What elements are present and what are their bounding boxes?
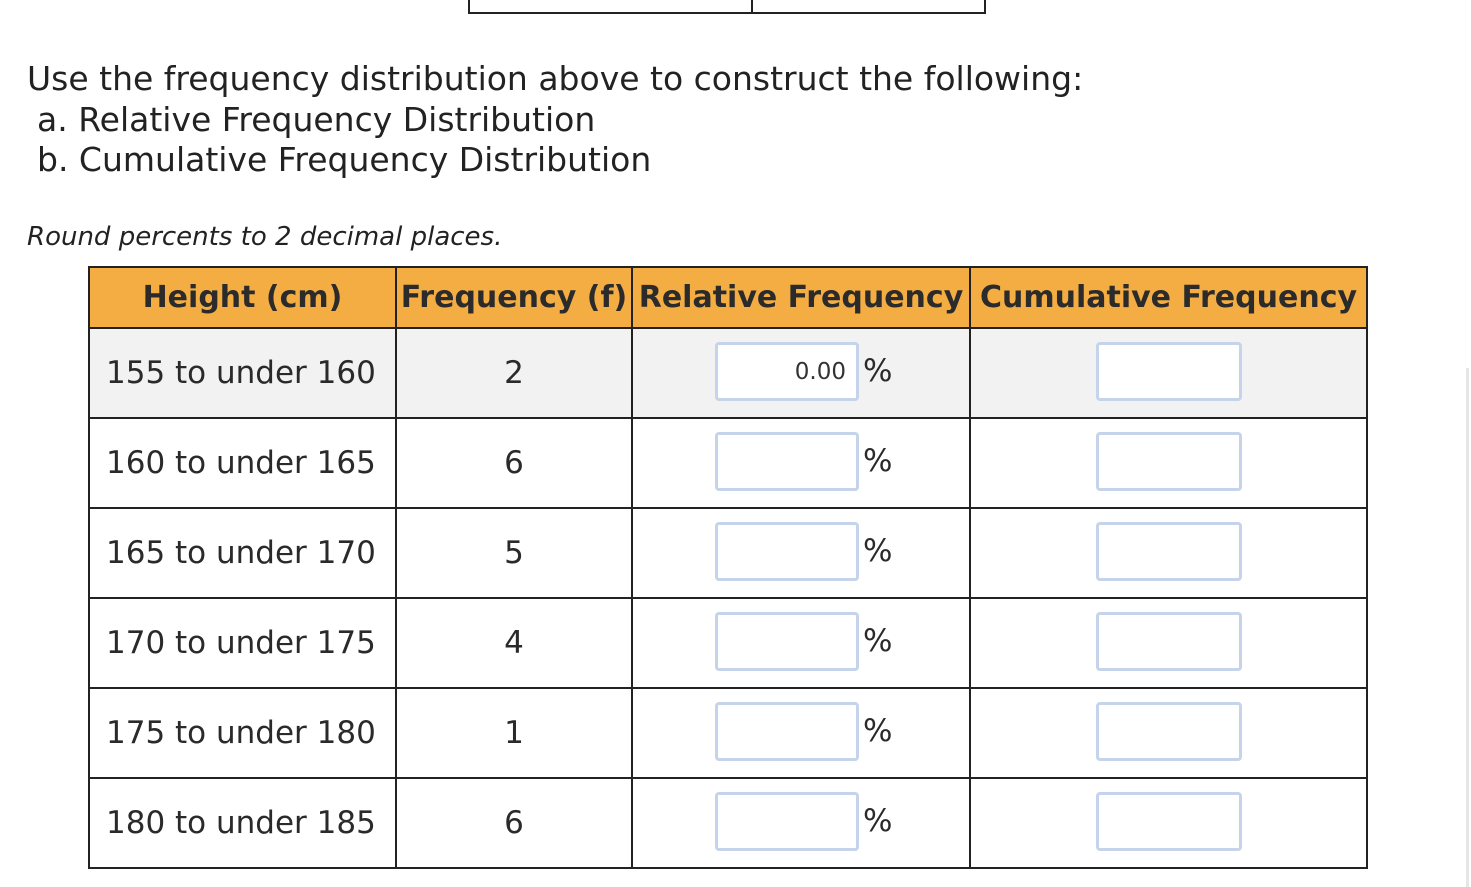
cumulative-frequency-input[interactable] bbox=[1096, 792, 1242, 851]
header-height: Height (cm) bbox=[88, 266, 397, 329]
cumulative-frequency-cell bbox=[969, 507, 1368, 599]
percent-sign: % bbox=[863, 623, 893, 659]
cumulative-frequency-cell bbox=[969, 687, 1368, 779]
cumulative-frequency-cell bbox=[969, 417, 1368, 509]
frequency-cell: 1 bbox=[395, 687, 633, 779]
table-row: 170 to under 175 4 % bbox=[88, 597, 1368, 689]
height-class-cell: 170 to under 175 bbox=[88, 597, 397, 689]
height-class-cell: 165 to under 170 bbox=[88, 507, 397, 599]
cumulative-frequency-cell bbox=[969, 777, 1368, 869]
table-row: 180 to under 185 6 % bbox=[88, 777, 1368, 869]
instructions-item-b: b. Cumulative Frequency Distribution bbox=[37, 140, 652, 179]
cumulative-frequency-input[interactable] bbox=[1096, 342, 1242, 401]
frequency-cell: 6 bbox=[395, 417, 633, 509]
percent-sign: % bbox=[863, 533, 893, 569]
cumulative-frequency-input[interactable] bbox=[1096, 702, 1242, 761]
cumulative-frequency-input[interactable] bbox=[1096, 522, 1242, 581]
frequency-cell: 4 bbox=[395, 597, 633, 689]
relative-frequency-input[interactable] bbox=[715, 522, 859, 581]
percent-sign: % bbox=[863, 803, 893, 839]
relative-frequency-input[interactable] bbox=[715, 342, 859, 401]
relative-frequency-cell: % bbox=[631, 687, 971, 779]
header-frequency: Frequency (f) bbox=[395, 266, 633, 329]
previous-table-remnant bbox=[468, 0, 986, 14]
height-class-cell: 160 to under 165 bbox=[88, 417, 397, 509]
relative-frequency-input[interactable] bbox=[715, 612, 859, 671]
table-row: 160 to under 165 6 % bbox=[88, 417, 1368, 509]
height-class-cell: 175 to under 180 bbox=[88, 687, 397, 779]
percent-sign: % bbox=[863, 713, 893, 749]
table-row: 175 to under 180 1 % bbox=[88, 687, 1368, 779]
height-class-cell: 180 to under 185 bbox=[88, 777, 397, 869]
table-row: 165 to under 170 5 % bbox=[88, 507, 1368, 599]
relative-frequency-cell: % bbox=[631, 327, 971, 419]
relative-frequency-cell: % bbox=[631, 507, 971, 599]
relative-frequency-cell: % bbox=[631, 417, 971, 509]
instructions-intro: Use the frequency distribution above to … bbox=[27, 59, 1084, 98]
instructions-item-a: a. Relative Frequency Distribution bbox=[37, 100, 596, 139]
percent-sign: % bbox=[863, 353, 893, 389]
cumulative-frequency-cell bbox=[969, 327, 1368, 419]
rounding-note: Round percents to 2 decimal places. bbox=[27, 222, 503, 252]
cumulative-frequency-cell bbox=[969, 597, 1368, 689]
frequency-table: Height (cm) Frequency (f) Relative Frequ… bbox=[88, 266, 1368, 869]
table-header-row: Height (cm) Frequency (f) Relative Frequ… bbox=[88, 266, 1368, 329]
relative-frequency-input[interactable] bbox=[715, 432, 859, 491]
cumulative-frequency-input[interactable] bbox=[1096, 612, 1242, 671]
relative-frequency-input[interactable] bbox=[715, 792, 859, 851]
percent-sign: % bbox=[863, 443, 893, 479]
page-edge-divider bbox=[1466, 368, 1469, 887]
previous-table-divider bbox=[751, 0, 753, 12]
frequency-cell: 5 bbox=[395, 507, 633, 599]
instructions: Use the frequency distribution above to … bbox=[27, 58, 1083, 180]
frequency-cell: 2 bbox=[395, 327, 633, 419]
table-row: 155 to under 160 2 % bbox=[88, 327, 1368, 419]
cumulative-frequency-input[interactable] bbox=[1096, 432, 1242, 491]
relative-frequency-input[interactable] bbox=[715, 702, 859, 761]
relative-frequency-cell: % bbox=[631, 777, 971, 869]
header-cumulative-frequency: Cumulative Frequency bbox=[969, 266, 1368, 329]
height-class-cell: 155 to under 160 bbox=[88, 327, 397, 419]
header-relative-frequency: Relative Frequency bbox=[631, 266, 971, 329]
relative-frequency-cell: % bbox=[631, 597, 971, 689]
frequency-cell: 6 bbox=[395, 777, 633, 869]
